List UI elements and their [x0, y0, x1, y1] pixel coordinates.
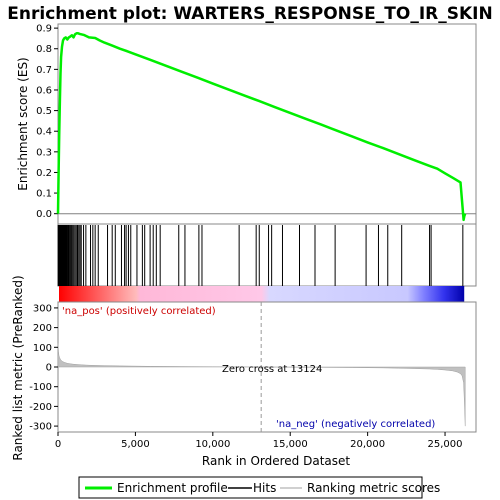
x-tick-label: 20,000 — [350, 439, 385, 450]
es-panel: 0.9 0.8 0.7 0.6 0.5 0.4 0.3 0.2 0.1 0.0 Enrichmen… — [16, 23, 477, 225]
metric-y-ticks: 300 200 100 0 -100 -200 -300 — [29, 303, 58, 433]
enrichment-profile-line — [56, 32, 467, 222]
es-y-tick-label: 0.1 — [36, 189, 52, 200]
es-panel-frame — [57, 23, 477, 225]
x-tick-label: 25,000 — [428, 439, 463, 450]
metric-y-axis-label: Ranked list metric (PreRanked) — [11, 275, 25, 460]
x-axis-label: Rank in Ordered Dataset — [202, 454, 350, 468]
metric-y-tick-label: 0 — [46, 363, 52, 374]
es-y-tick-label: 0.8 — [36, 44, 52, 55]
hits-panel — [57, 223, 477, 302]
legend: Enrichment profile Hits Ranking metric s… — [78, 476, 440, 499]
x-tick-label: 15,000 — [273, 439, 308, 450]
hits-panel-frame — [57, 223, 477, 287]
zero-cross-label: Zero cross at 13124 — [222, 364, 322, 375]
legend-label-ranking-metric: Ranking metric scores — [307, 481, 440, 495]
neg-correlated-label: 'na_neg' (negatively correlated) — [276, 419, 435, 430]
es-y-tick-label: 0.0 — [36, 209, 52, 220]
legend-label-hits: Hits — [253, 481, 276, 495]
es-y-tick-label: 0.4 — [36, 127, 52, 138]
x-tick-label: 0 — [55, 439, 61, 450]
x-tick-label: 5,000 — [121, 439, 150, 450]
metric-y-tick-label: -300 — [29, 422, 52, 433]
es-y-tick-label: 0.5 — [36, 106, 52, 117]
es-y-tick-label: 0.7 — [36, 65, 52, 76]
metric-y-tick-label: 200 — [33, 323, 52, 334]
es-y-tick-label: 0.6 — [36, 85, 52, 96]
rank-color-bar — [59, 286, 465, 302]
x-axis-ticks: 0 5,000 10,000 15,000 20,000 25,000 — [55, 432, 463, 450]
es-y-ticks: 0.9 0.8 0.7 0.6 0.5 0.4 0.3 0.2 0.1 0.0 — [36, 24, 58, 220]
es-y-axis-label: Enrichment score (ES) — [16, 57, 30, 190]
metric-panel: 300 200 100 0 -100 -200 -300 'na_pos' (positiv… — [11, 275, 477, 461]
es-y-tick-label: 0.9 — [36, 24, 52, 35]
pos-correlated-label: 'na_pos' (positively correlated) — [62, 306, 216, 317]
chart-title: Enrichment plot: WARTERS_RESPONSE_TO_IR_… — [7, 4, 492, 24]
metric-y-tick-label: -200 — [29, 402, 52, 413]
metric-y-tick-label: 300 — [33, 303, 52, 314]
hit-lines — [57, 225, 464, 286]
metric-y-tick-label: 100 — [33, 343, 52, 354]
x-tick-label: 10,000 — [195, 439, 230, 450]
legend-label-enrichment-profile: Enrichment profile — [117, 481, 228, 495]
ranking-metric-area — [57, 343, 466, 427]
metric-y-tick-label: -100 — [29, 382, 52, 393]
es-y-tick-label: 0.2 — [36, 168, 52, 179]
es-y-tick-label: 0.3 — [36, 147, 52, 158]
